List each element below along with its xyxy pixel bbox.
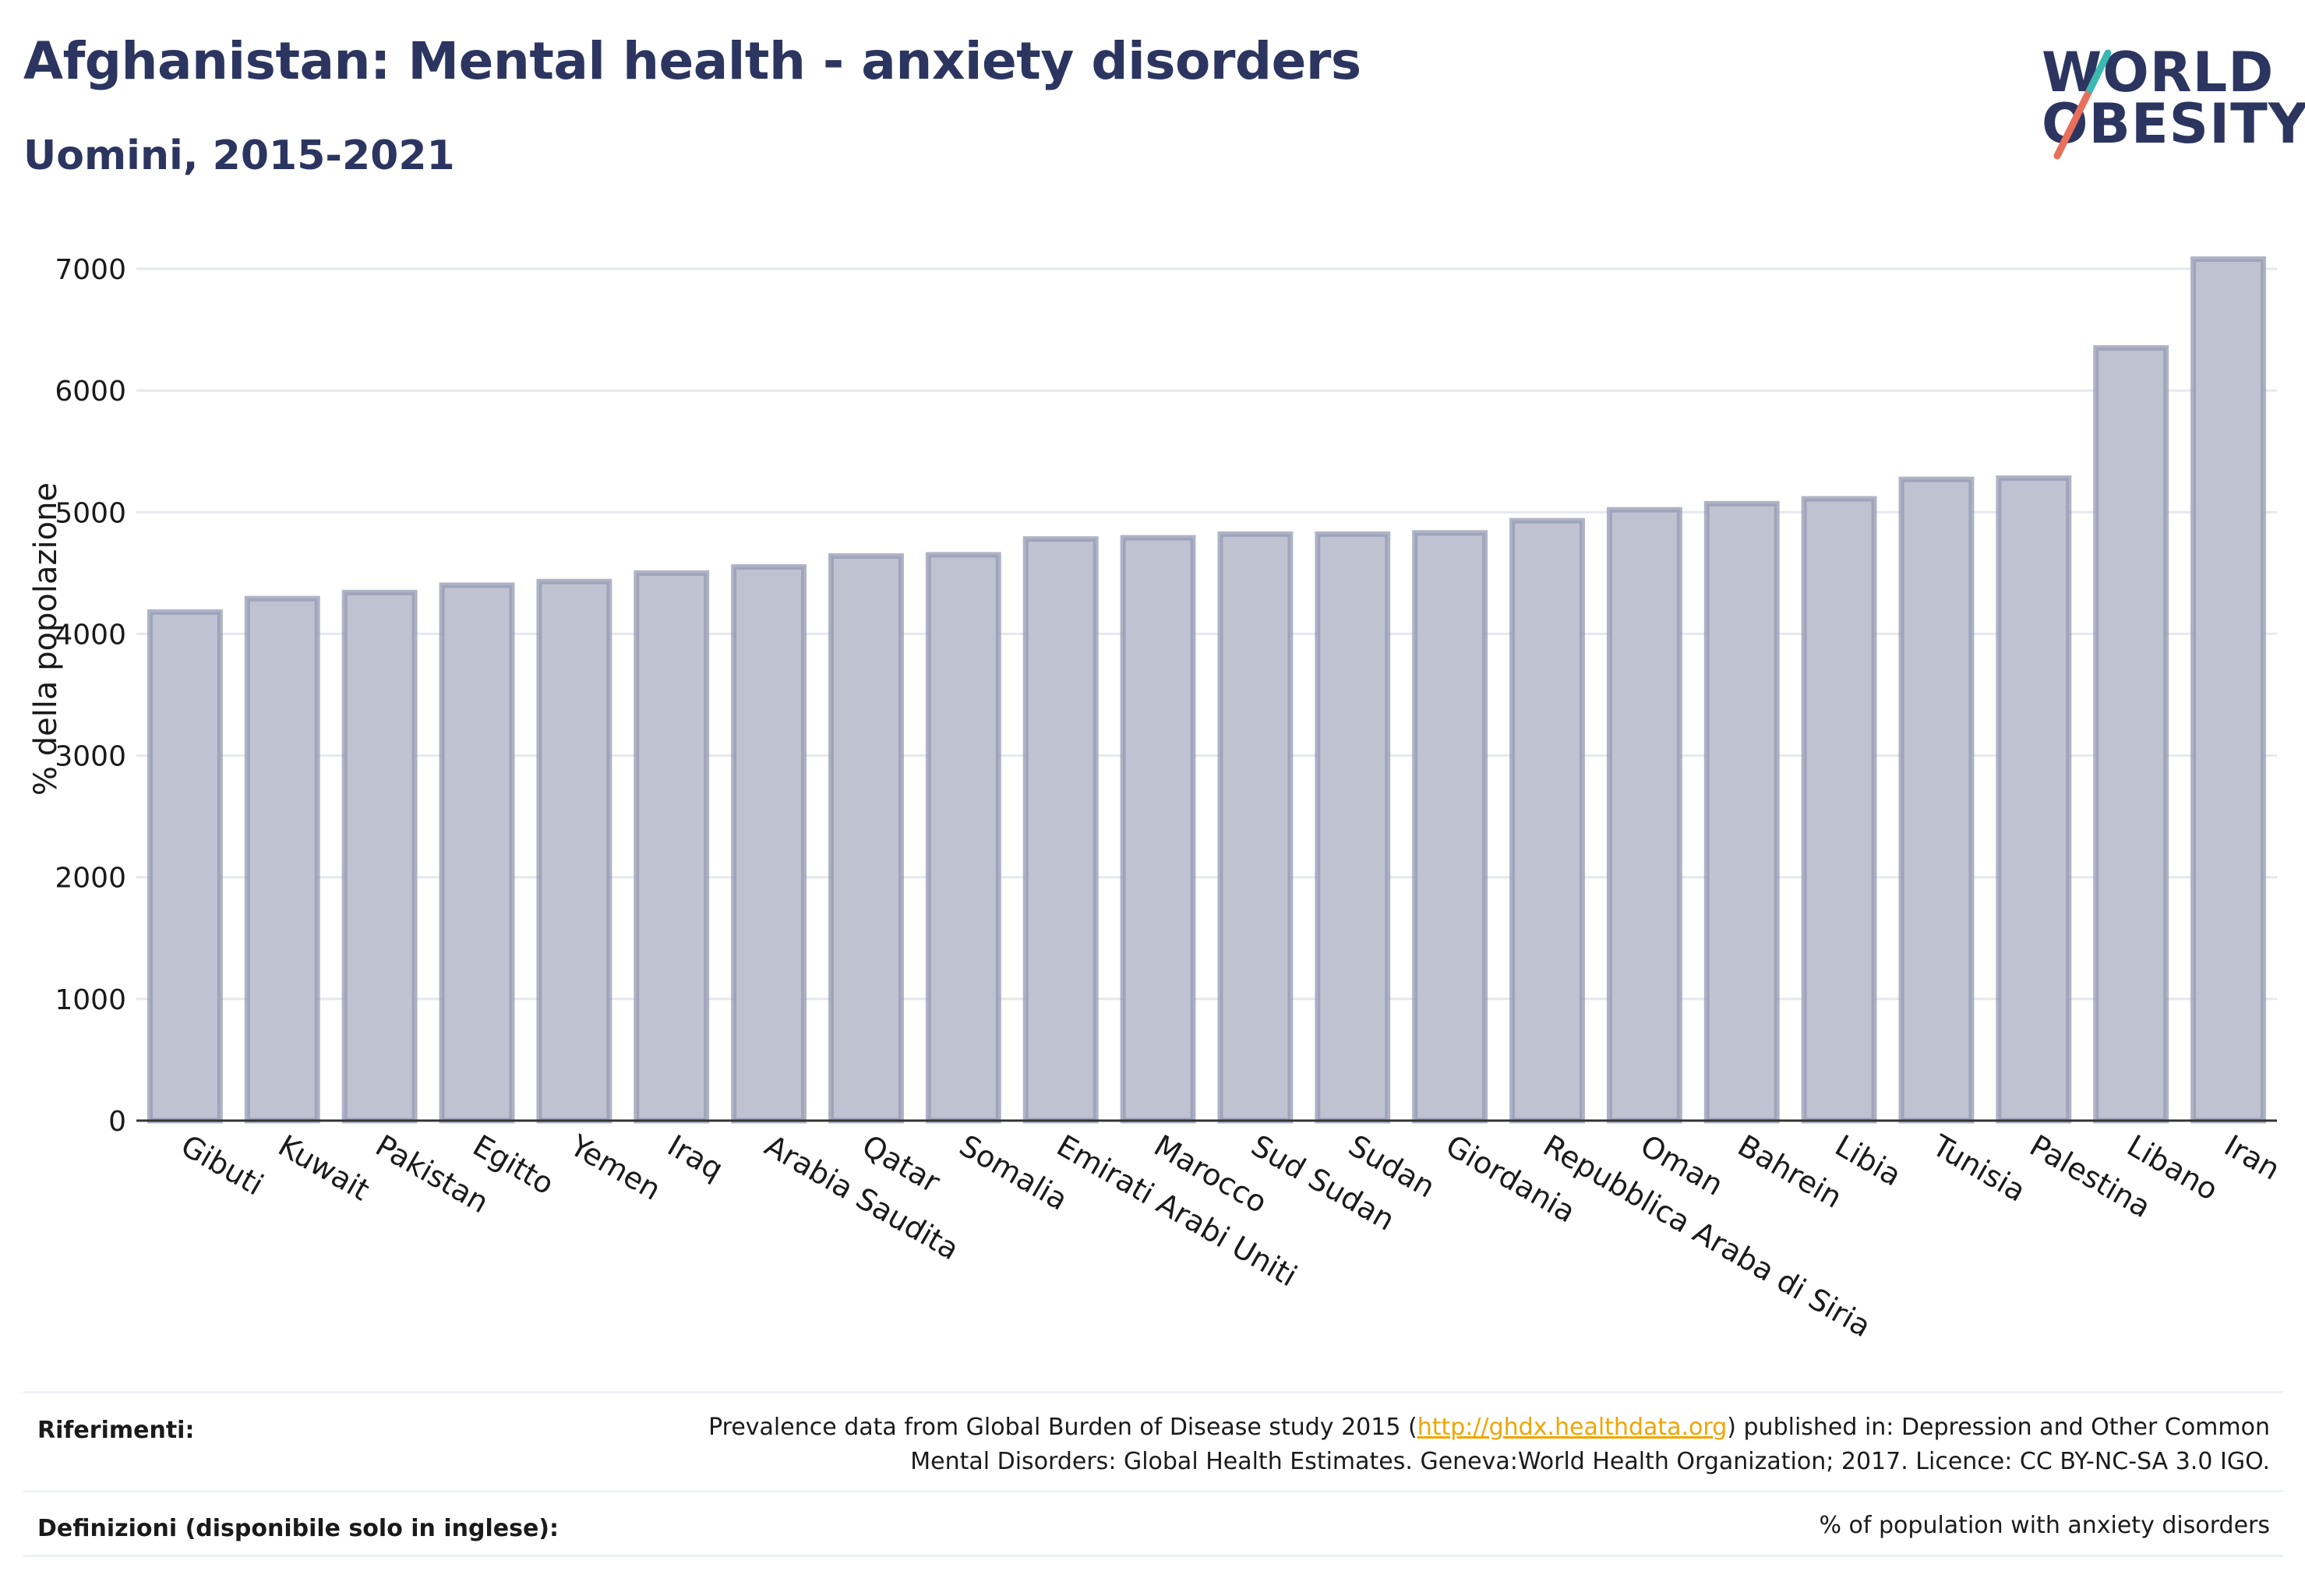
y-tick-label: 3000 — [55, 741, 126, 773]
bar — [439, 582, 515, 1124]
bar — [146, 609, 223, 1124]
bar — [828, 553, 904, 1124]
y-tick-label: 0 — [108, 1106, 126, 1138]
bar — [1315, 531, 1391, 1124]
y-tick-label: 4000 — [55, 619, 126, 651]
footer-divider-bottom — [23, 1555, 2283, 1557]
x-tick-label: Kuwait — [273, 1128, 376, 1208]
x-tick-label: Yemen — [564, 1128, 667, 1207]
x-tick-label: Tunisia — [1926, 1128, 2031, 1209]
bar — [1606, 507, 1682, 1124]
references-text-after: ) published in: Depression and Other Com… — [1727, 1414, 2270, 1441]
bar — [1022, 536, 1099, 1124]
y-tick-label: 1000 — [55, 984, 126, 1016]
references-text-line2: Mental Disorders: Global Health Estimate… — [910, 1448, 2270, 1475]
y-tick-label: 7000 — [55, 254, 126, 286]
definitions-label: Definizioni (disponibile solo in inglese… — [37, 1515, 559, 1542]
references-link[interactable]: http://ghdx.healthdata.org — [1417, 1414, 1728, 1441]
references-text-before: Prevalence data from Global Burden of Di… — [708, 1414, 1417, 1441]
bar — [2190, 256, 2267, 1124]
y-tick-label: 6000 — [55, 376, 126, 408]
bar — [1217, 531, 1294, 1124]
logo-text-line1: WORLD — [2042, 41, 2275, 104]
footer-divider-middle — [23, 1490, 2283, 1492]
page-title: Afghanistan: Mental health - anxiety dis… — [23, 31, 1361, 91]
bar — [1801, 496, 1877, 1124]
x-tick-label: Iran — [2219, 1128, 2286, 1187]
bar — [1703, 500, 1780, 1124]
y-tick-label: 2000 — [55, 863, 126, 895]
bar — [634, 570, 710, 1124]
bar — [1412, 530, 1488, 1124]
x-tick-label: Somalia — [954, 1128, 1074, 1217]
references-text: Prevalence data from Global Burden of Di… — [708, 1411, 2270, 1479]
references-label: Riferimenti: — [37, 1417, 195, 1444]
bar-chart: 0 1000 2000 3000 4000 5000 6000 7000 Gibuti Kuwai… — [28, 254, 2286, 1344]
footer-divider-top — [23, 1391, 2283, 1393]
page-subtitle: Uomini, 2015-2021 — [23, 132, 455, 179]
x-tick-label: Gibuti — [175, 1128, 269, 1202]
y-tick-label: 5000 — [55, 497, 126, 529]
world-obesity-logo: WORLD OBESITY — [2026, 31, 2305, 171]
bar — [731, 564, 807, 1124]
bar — [1509, 517, 1585, 1124]
bar — [2093, 344, 2169, 1124]
definitions-text: % of population with anxiety disorders — [1819, 1512, 2270, 1539]
y-axis-title: % della popolazione — [28, 482, 64, 796]
bar — [1996, 475, 2072, 1124]
x-tick-label: Bahrein — [1732, 1128, 1848, 1215]
bar — [341, 589, 418, 1124]
x-tick-label: Iraq — [662, 1128, 729, 1187]
bar — [925, 552, 1001, 1124]
bar — [1898, 476, 1975, 1124]
bar — [1120, 535, 1196, 1124]
bar — [244, 595, 320, 1124]
logo-slash-icon — [2053, 49, 2112, 160]
bar — [536, 578, 612, 1124]
